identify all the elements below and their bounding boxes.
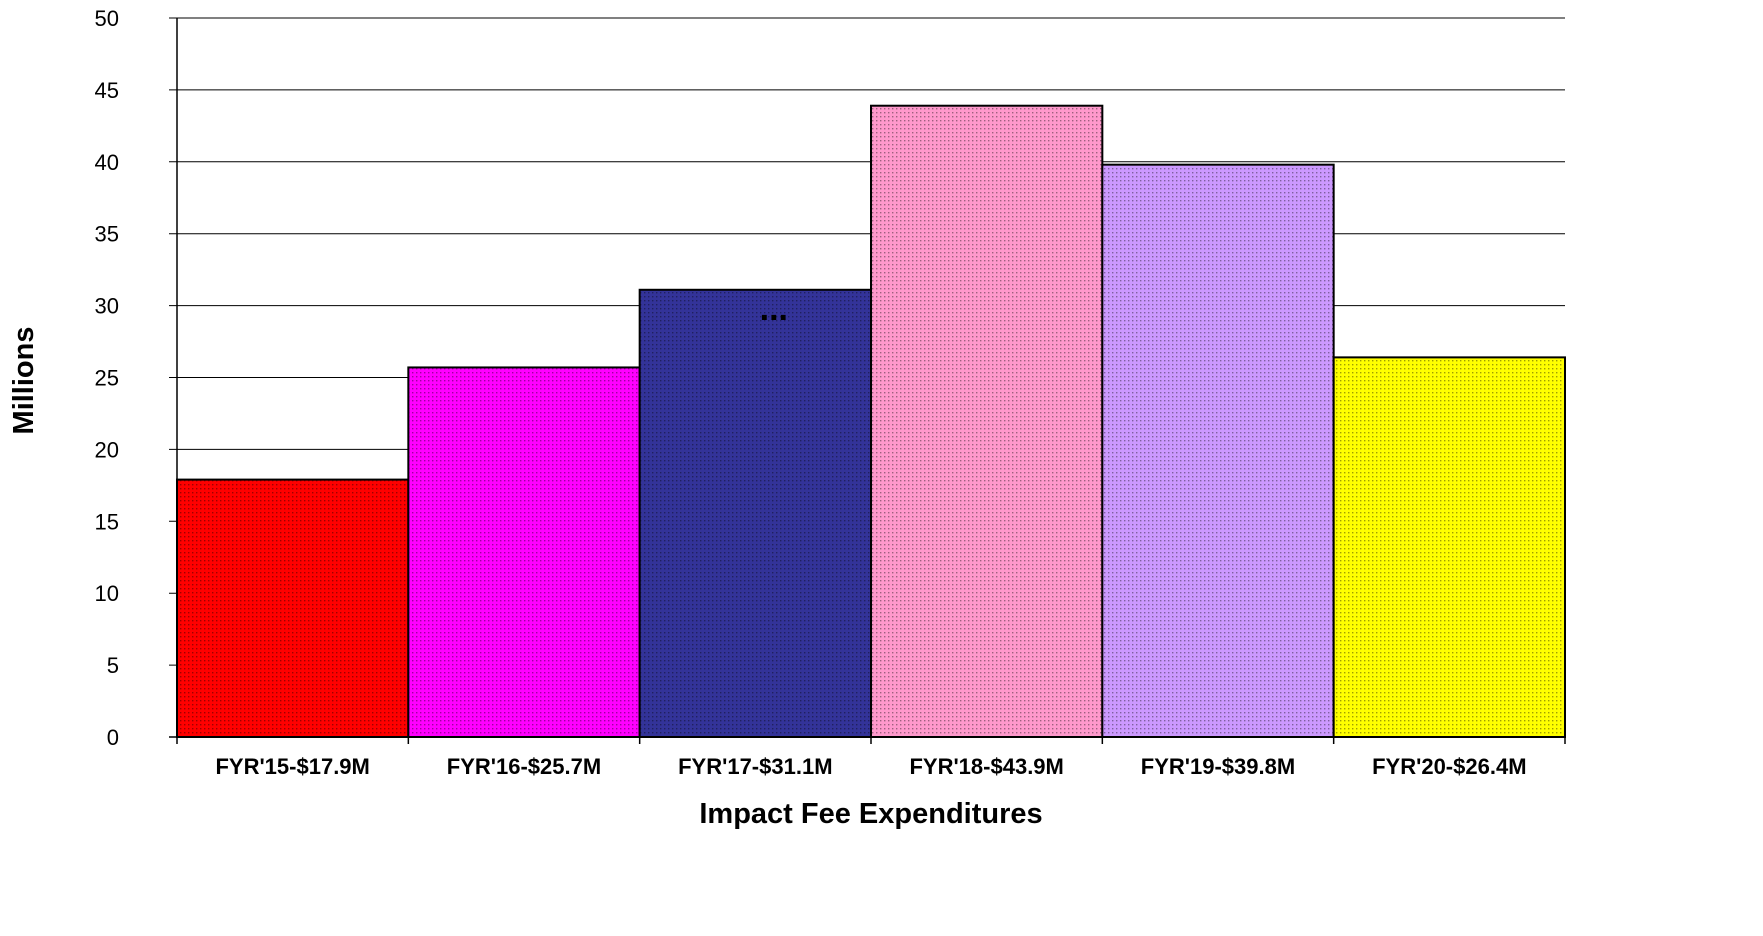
- bar: [638, 288, 873, 738]
- x-tick-label: FYR'19-$39.8M: [1141, 754, 1295, 779]
- x-tick-label: FYR'17-$31.1M: [678, 754, 832, 779]
- y-tick-label: 25: [95, 366, 119, 391]
- y-tick-label: 5: [107, 653, 119, 678]
- y-axis-title: Millions: [8, 327, 40, 435]
- y-tick-label: 50: [95, 6, 119, 31]
- bar-outline: [1332, 356, 1566, 738]
- axes: [169, 18, 1566, 744]
- x-tick-label: FYR'20-$26.4M: [1372, 754, 1526, 779]
- bar-outline: [638, 288, 873, 738]
- y-tick-label: 15: [95, 509, 119, 534]
- bars: [176, 104, 1566, 738]
- y-tick-label: 10: [95, 581, 119, 606]
- bar-outline: [1101, 163, 1335, 738]
- x-tick-label: FYR'16-$25.7M: [447, 754, 601, 779]
- bar: [1101, 163, 1335, 738]
- bar: [407, 366, 641, 738]
- bar-annotation: ...: [760, 290, 788, 328]
- bar: [176, 478, 410, 738]
- y-tick-label: 20: [95, 437, 119, 462]
- bar-outline: [176, 478, 410, 738]
- bar-outline: [870, 104, 1104, 738]
- y-tick-label: 45: [95, 78, 119, 103]
- y-tick-label: 0: [107, 725, 119, 750]
- x-tick-labels: FYR'15-$17.9M FYR'16-$25.7M FYR'17-$31.1M F…: [215, 754, 1526, 779]
- x-tick-label: FYR'15-$17.9M: [215, 754, 369, 779]
- bar-outline: [407, 366, 641, 738]
- x-axis-title: Impact Fee Expenditures: [699, 798, 1042, 830]
- bar: [1332, 356, 1566, 738]
- y-tick-label: 30: [95, 294, 119, 319]
- bar: [870, 104, 1104, 738]
- x-tick-label: FYR'18-$43.9M: [909, 754, 1063, 779]
- y-tick-label: 40: [95, 150, 119, 175]
- y-tick-label: 35: [95, 222, 119, 247]
- y-tick-labels: 0 5 10 15 20 25 30 35 40 45 50: [95, 6, 119, 750]
